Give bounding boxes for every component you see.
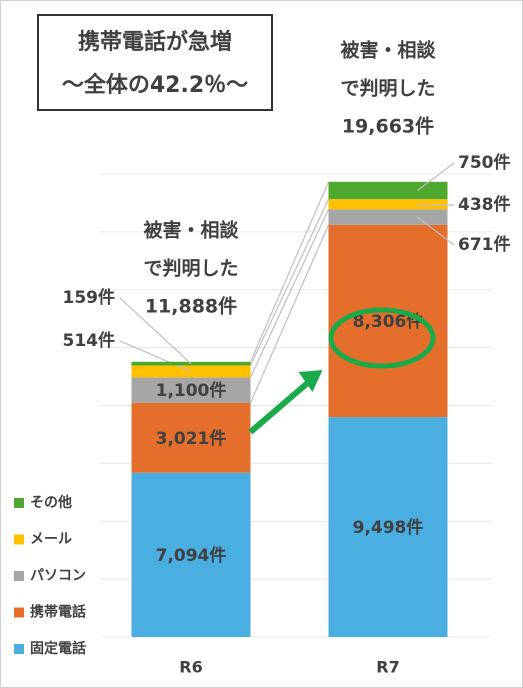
legend-label: 固定電話 — [30, 640, 86, 657]
bar-segment — [131, 472, 251, 637]
value-label: 1,100件 — [156, 380, 227, 401]
chart-title: 携帯電話が急増 — [78, 29, 232, 55]
bar-segment — [328, 224, 448, 418]
value-label: 438件 — [458, 194, 511, 215]
bar-segment — [328, 209, 448, 225]
value-label: 9,498件 — [353, 517, 424, 538]
value-label: 671件 — [458, 234, 511, 255]
bar-segment — [131, 377, 251, 403]
x-tick-label: R6 — [179, 658, 202, 677]
connector-line — [249, 198, 330, 366]
legend-swatch — [14, 607, 24, 618]
legend-swatch — [14, 644, 24, 654]
bar-segment — [328, 181, 448, 200]
legend-label: 携帯電話 — [30, 604, 86, 621]
legend-label: パソコン — [30, 568, 86, 584]
connector-line — [249, 224, 330, 404]
value-label: 3,021件 — [156, 428, 227, 449]
value-label: 750件 — [458, 152, 511, 173]
value-label: 159件 — [63, 287, 116, 308]
bar-segment — [328, 199, 448, 210]
leader-line — [119, 297, 192, 365]
bar-segment — [131, 402, 251, 473]
value-label: 8,306件 — [353, 311, 424, 332]
legend-label: その他 — [30, 494, 72, 511]
legend-swatch — [14, 571, 24, 581]
leader-line — [417, 203, 455, 206]
leader-line — [119, 340, 192, 372]
annotation-text: 被害・相談 — [143, 218, 239, 241]
legend-label: メール — [30, 532, 72, 548]
annotation-text: で判明した — [340, 77, 435, 99]
total-label: 11,888件 — [145, 294, 237, 317]
highlight-ellipse — [328, 307, 436, 369]
leader-line — [417, 216, 455, 246]
legend-swatch — [14, 534, 24, 545]
chart-subtitle: ～全体の42.2％～ — [62, 72, 248, 98]
highlight-arrow — [248, 374, 317, 435]
title-box — [37, 14, 273, 111]
connector-line — [249, 209, 330, 378]
connector-line — [249, 181, 330, 363]
annotation-text: で判明した — [143, 257, 238, 279]
leader-line — [417, 162, 455, 191]
value-label: 514件 — [63, 330, 116, 351]
bar-segment — [328, 417, 448, 637]
legend-swatch — [14, 498, 24, 508]
value-label: 7,094件 — [156, 545, 227, 566]
total-label: 19,663件 — [342, 114, 434, 137]
arrow-head — [298, 370, 323, 392]
annotation-text: 被害・相談 — [340, 38, 436, 61]
bar-segment — [131, 365, 251, 378]
x-tick-label: R7 — [376, 658, 399, 677]
